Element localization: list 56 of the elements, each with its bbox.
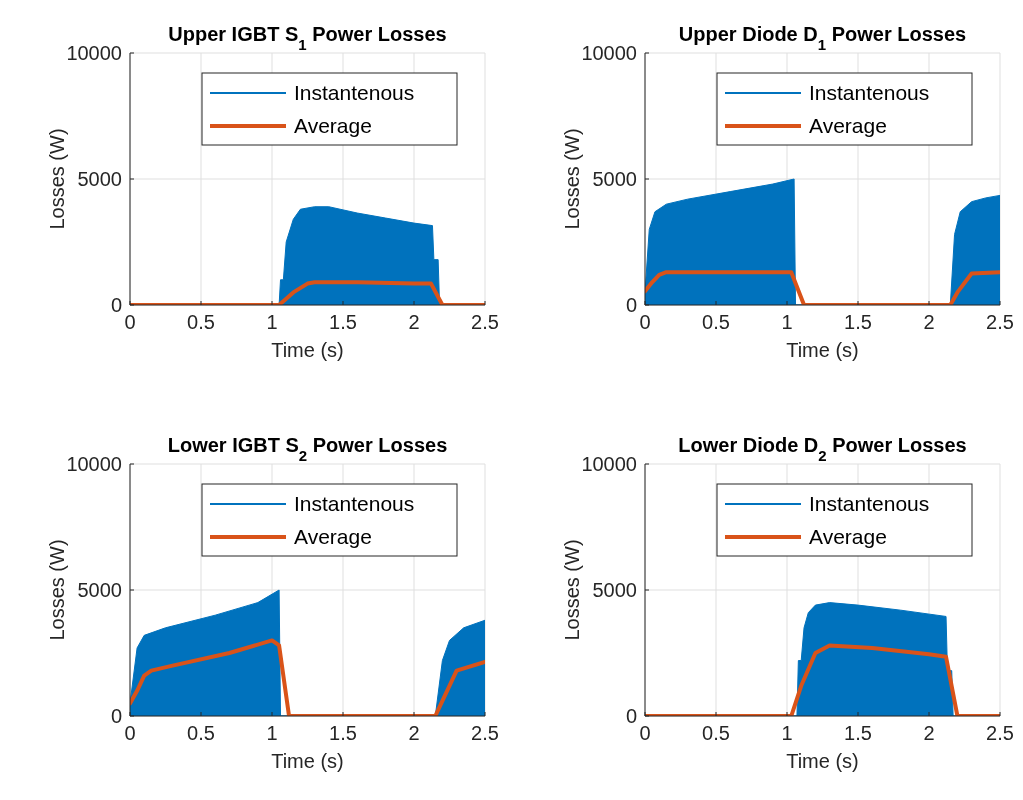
legend-label: Average <box>294 114 372 137</box>
x-tick-label: 0.5 <box>187 311 215 333</box>
x-axis-title: Time (s) <box>271 339 344 361</box>
x-tick-label: 0.5 <box>187 722 215 744</box>
legend-label: Instantenous <box>809 492 930 515</box>
x-tick-label: 2 <box>923 722 935 744</box>
x-tick-label: 2.5 <box>471 311 499 333</box>
chart-title: Upper IGBT S$_{1}$ Power Losses <box>168 23 447 53</box>
x-tick-label: 1.5 <box>329 311 357 333</box>
x-tick-label: 2 <box>408 722 420 744</box>
y-tick-label: 10000 <box>581 453 637 475</box>
chart-title: Lower Diode D$_{2}$ Power Losses <box>678 434 967 464</box>
x-tick-label: 2 <box>923 311 935 333</box>
y-tick-label: 5000 <box>592 579 637 601</box>
x-tick-label: 2.5 <box>986 722 1014 744</box>
x-tick-label: 0 <box>639 722 651 744</box>
x-tick-label: 1 <box>266 311 278 333</box>
x-tick-label: 2.5 <box>986 311 1014 333</box>
x-axis-title: Time (s) <box>786 750 859 772</box>
x-tick-label: 1 <box>266 722 278 744</box>
legend-label: Average <box>809 114 887 137</box>
chart-title: Lower IGBT S$_{2}$ Power Losses <box>167 434 448 464</box>
y-axis-title: Losses (W) <box>46 128 68 230</box>
y-tick-label: 0 <box>625 294 637 316</box>
y-tick-label: 10000 <box>66 42 122 64</box>
chart-title: Upper Diode D$_{1}$ Power Losses <box>678 23 967 53</box>
x-tick-label: 1.5 <box>844 311 872 333</box>
x-tick-label: 0.5 <box>702 722 730 744</box>
legend-label: Average <box>294 525 372 548</box>
x-tick-label: 0.5 <box>702 311 730 333</box>
x-tick-label: 1.5 <box>329 722 357 744</box>
y-tick-label: 0 <box>110 294 122 316</box>
y-tick-label: 5000 <box>77 579 122 601</box>
y-tick-label: 5000 <box>77 168 122 190</box>
x-tick-label: 0 <box>124 722 136 744</box>
legend-label: Instantenous <box>294 81 415 104</box>
y-tick-label: 0 <box>625 705 637 727</box>
legend-label: Instantenous <box>294 492 415 515</box>
y-tick-label: 0 <box>110 705 122 727</box>
x-tick-label: 0 <box>124 311 136 333</box>
x-axis-title: Time (s) <box>271 750 344 772</box>
x-tick-label: 1 <box>781 722 793 744</box>
x-axis-title: Time (s) <box>786 339 859 361</box>
y-axis-title: Losses (W) <box>561 128 583 230</box>
x-tick-label: 2 <box>408 311 420 333</box>
x-tick-label: 1.5 <box>844 722 872 744</box>
x-tick-label: 0 <box>639 311 651 333</box>
x-tick-label: 2.5 <box>471 722 499 744</box>
y-tick-label: 5000 <box>592 168 637 190</box>
y-tick-label: 10000 <box>581 42 637 64</box>
y-axis-title: Losses (W) <box>561 539 583 641</box>
legend-label: Instantenous <box>809 81 930 104</box>
legend-label: Average <box>809 525 887 548</box>
y-tick-label: 10000 <box>66 453 122 475</box>
x-tick-label: 1 <box>781 311 793 333</box>
y-axis-title: Losses (W) <box>46 539 68 641</box>
